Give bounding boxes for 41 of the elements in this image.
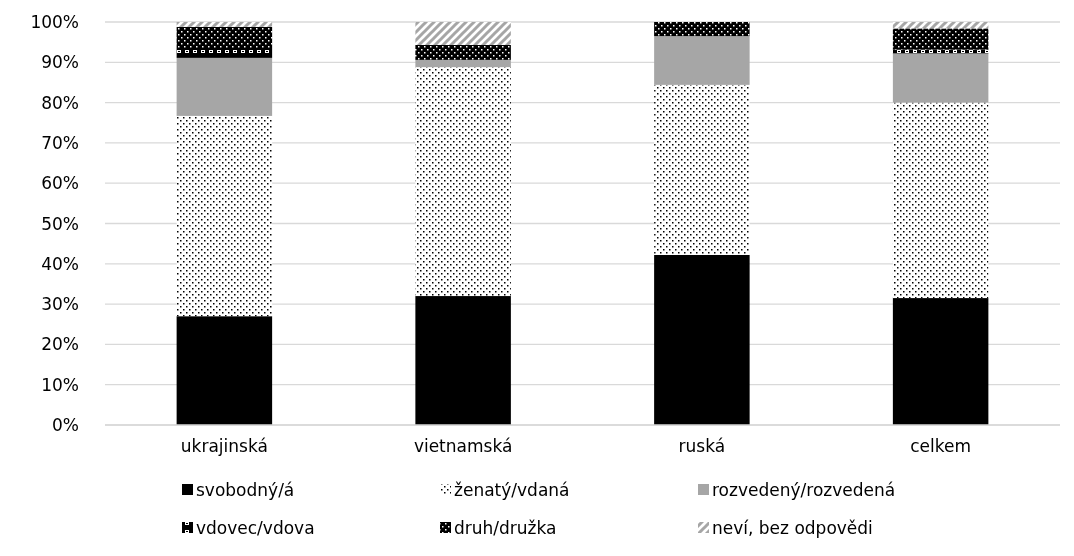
bar: [415, 59, 511, 68]
legend-label: ženatý/vdaná: [454, 480, 570, 500]
bar: [654, 84, 750, 255]
y-tick-label: 100%: [30, 12, 79, 32]
bar: [176, 22, 273, 27]
bar: [892, 22, 989, 29]
bar: [654, 36, 750, 85]
bar: [892, 53, 989, 103]
x-tick-label: ukrajinská: [180, 436, 268, 456]
legend-label: svobodný/á: [196, 480, 295, 500]
x-tick-label: ruská: [678, 436, 726, 456]
x-tick-label: vietnamská: [413, 436, 513, 456]
y-tick-label: 90%: [41, 52, 79, 73]
bar: [415, 296, 511, 425]
bar: [415, 22, 511, 45]
bar: [654, 22, 750, 37]
x-tick-label: celkem: [910, 436, 972, 456]
bar: [415, 44, 511, 60]
bar: [176, 49, 273, 58]
legend-label: druh/družka: [454, 518, 557, 538]
y-tick-label: 60%: [41, 173, 79, 194]
bar: [415, 67, 511, 297]
legend-label: vdovec/vdova: [196, 518, 315, 538]
bar: [654, 254, 750, 425]
bar: [892, 49, 989, 54]
y-tick-label: 80%: [41, 92, 79, 113]
bar: [892, 298, 989, 425]
y-tick-label: 10%: [41, 374, 79, 395]
bar: [892, 102, 989, 299]
bar: [892, 28, 989, 50]
y-tick-label: 70%: [41, 132, 79, 153]
bar: [176, 316, 273, 425]
bar: [176, 26, 273, 49]
y-tick-label: 40%: [41, 253, 79, 274]
y-tick-label: 20%: [41, 334, 79, 355]
y-tick-label: 0%: [52, 415, 79, 435]
y-tick-label: 50%: [41, 213, 79, 234]
y-tick-label: 30%: [41, 294, 79, 315]
legend-label: neví, bez odpovědi: [712, 518, 873, 538]
legend-label: rozvedený/rozvedená: [712, 480, 896, 500]
bar: [176, 57, 273, 116]
